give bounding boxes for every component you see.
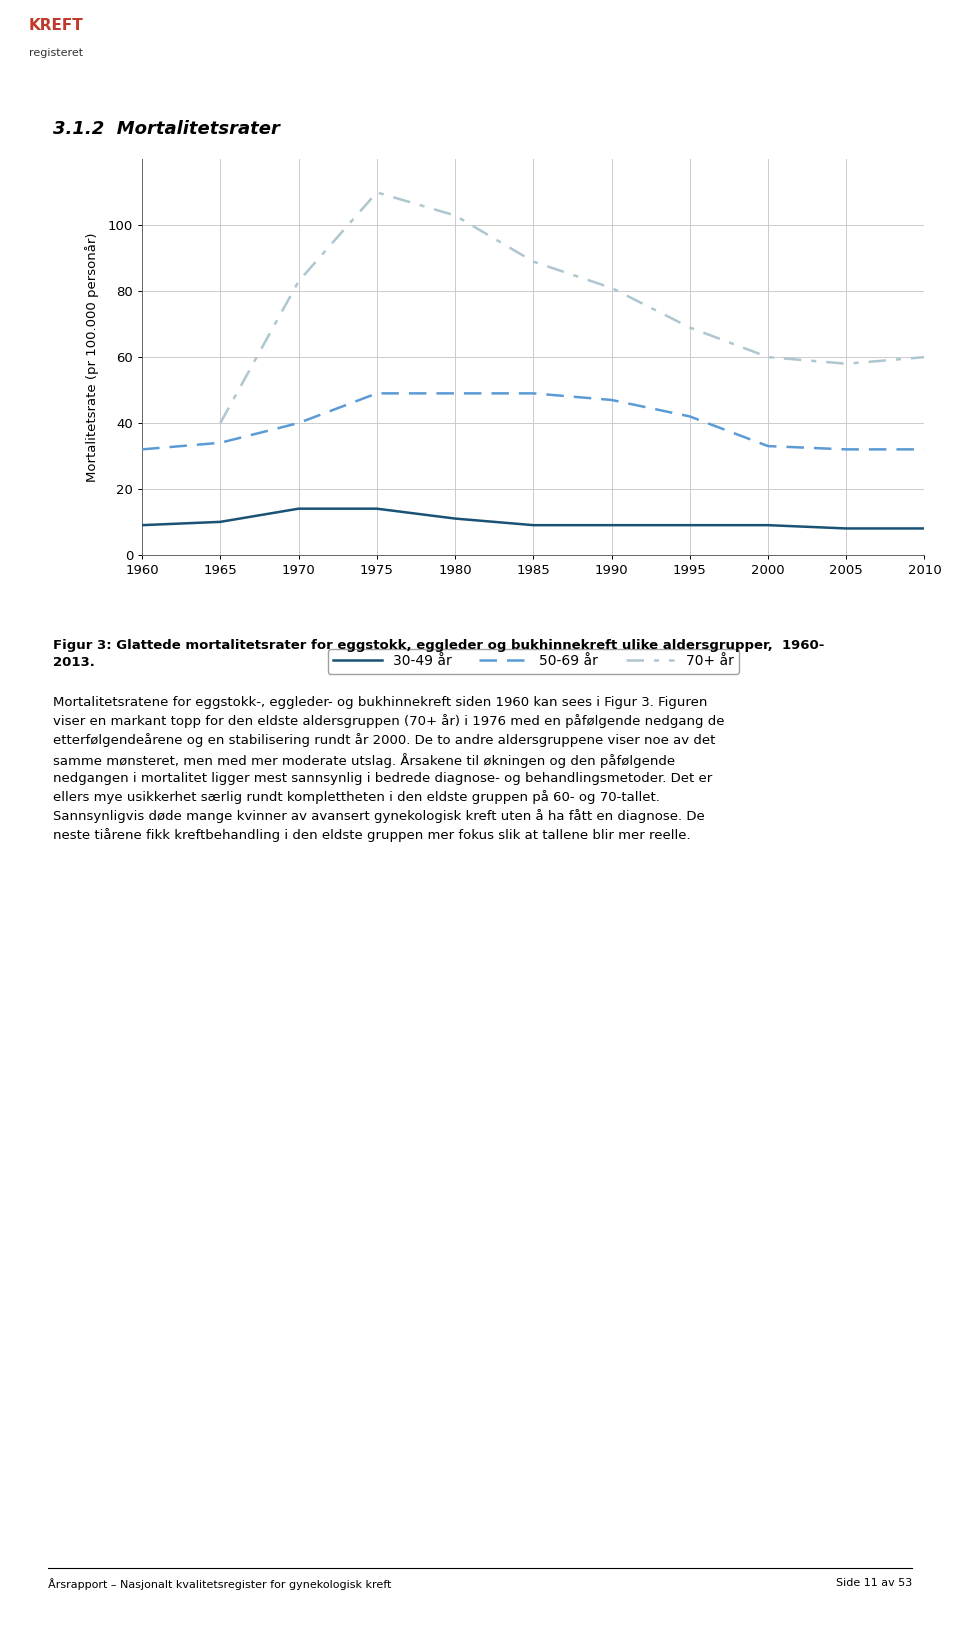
Text: Årsrapport – Nasjonalt kvalitetsregister for gynekologisk kreft: Årsrapport – Nasjonalt kvalitetsregister… xyxy=(48,1578,392,1590)
Text: Mortalitetsratene for eggstokk-, eggleder- og bukhinnekreft siden 1960 kan sees : Mortalitetsratene for eggstokk-, egglede… xyxy=(53,696,724,841)
Y-axis label: Mortalitetsrate (pr 100.000 personår): Mortalitetsrate (pr 100.000 personår) xyxy=(85,233,100,482)
Legend: 30-49 år, 50-69 år, 70+ år: 30-49 år, 50-69 år, 70+ år xyxy=(327,649,739,674)
Text: Figur 3: Glattede mortalitetsrater for eggstokk, eggleder og bukhinnekreft ulike: Figur 3: Glattede mortalitetsrater for e… xyxy=(53,639,825,669)
Text: 3.1.2  Mortalitetsrater: 3.1.2 Mortalitetsrater xyxy=(53,120,279,138)
Text: Side 11 av 53: Side 11 av 53 xyxy=(836,1578,912,1588)
Text: KREFT: KREFT xyxy=(29,18,84,33)
Text: registeret: registeret xyxy=(29,49,83,59)
